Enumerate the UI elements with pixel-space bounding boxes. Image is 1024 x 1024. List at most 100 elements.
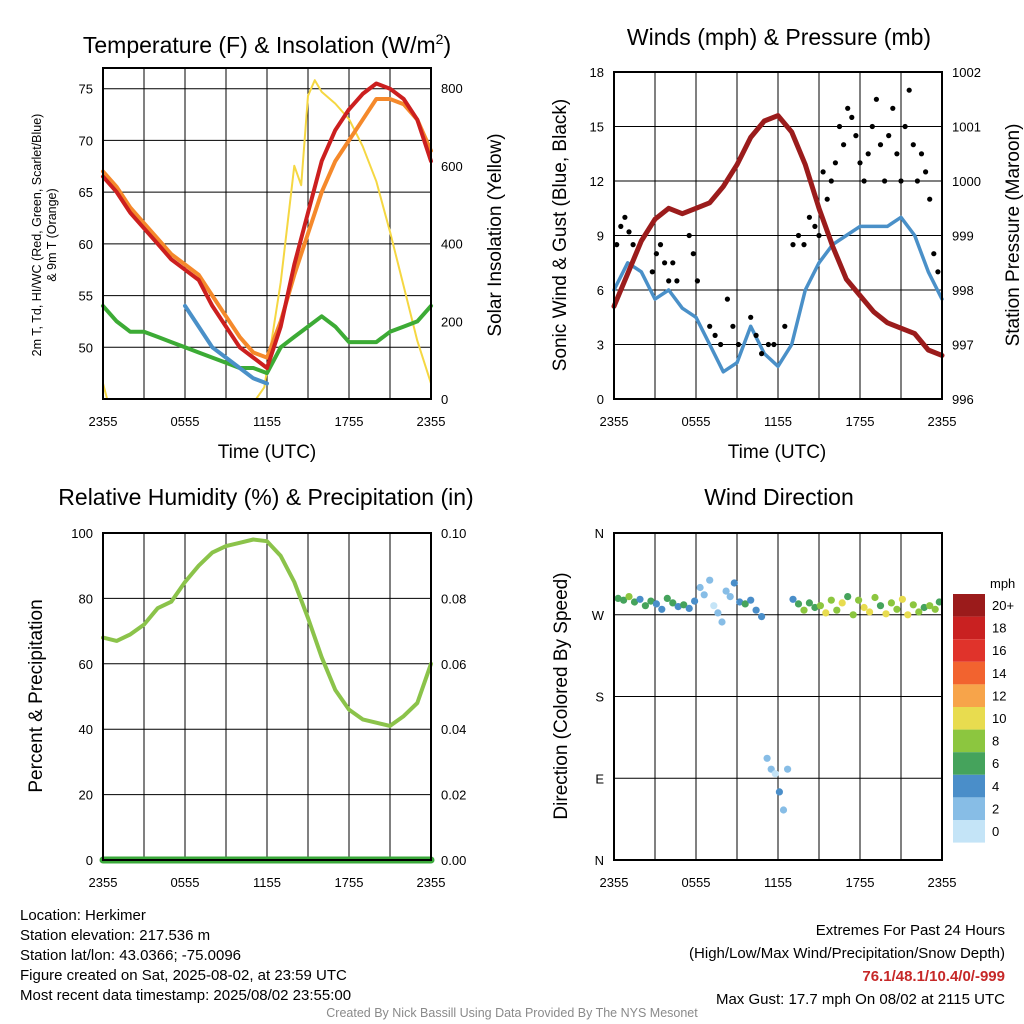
- direction-point: [882, 610, 890, 618]
- direction-point: [706, 576, 714, 584]
- figure-created: Figure created on Sat, 2025-08-02, at 23…: [20, 967, 347, 984]
- winds-y2tick-label: 1002: [952, 65, 981, 80]
- legend-swatch: [953, 661, 985, 685]
- gust-point: [712, 332, 718, 338]
- extremes-title: Extremes For Past 24 Hours: [815, 922, 1005, 939]
- gust-point: [806, 214, 813, 220]
- direction-point: [920, 603, 928, 612]
- gust-point: [812, 223, 818, 229]
- legend-swatch: [953, 752, 985, 775]
- gust-point: [873, 96, 880, 102]
- temperature-ytick-label: 55: [79, 289, 93, 304]
- legend-swatch: [953, 820, 985, 843]
- gust-point: [824, 196, 830, 202]
- legend-label: 16: [992, 643, 1006, 658]
- direction-point: [663, 594, 671, 603]
- gust-point: [906, 87, 912, 93]
- direction-point: [779, 806, 788, 814]
- wind-direction-xtick-label: 2355: [600, 875, 629, 890]
- station-elevation: Station elevation: 217.536 m: [20, 927, 211, 944]
- red-temp-line: [101, 81, 433, 370]
- humidity-xtick-label: 2355: [89, 875, 118, 890]
- temperature-xtick-label: 2355: [417, 414, 446, 429]
- direction-point: [794, 600, 803, 608]
- extremes-box: Extremes For Past 24 Hours (High/Low/Max…: [689, 919, 1005, 1011]
- gust-point: [931, 251, 937, 257]
- gust-point: [765, 341, 772, 348]
- direction-point: [871, 593, 879, 602]
- direction-point: [827, 596, 835, 604]
- winds-xtick-label: 2355: [928, 414, 957, 429]
- gust-point: [614, 242, 620, 248]
- temperature-ylabel-line2: & 9m T (Orange): [45, 188, 59, 281]
- winds-y2tick-label: 997: [952, 338, 974, 353]
- temperature-y2tick-label: 600: [441, 159, 463, 174]
- legend-swatch: [953, 729, 985, 753]
- extremes-values: 76.1/48.1/10.4/0/-999: [862, 968, 1005, 985]
- winds-ylabel-right: Station Pressure (Maroon): [1003, 124, 1024, 347]
- temperature-panel: Temperature (F) & Insolation (W/m2) Time…: [30, 31, 506, 463]
- orange-temp-line: [101, 97, 433, 360]
- direction-point: [647, 597, 655, 605]
- gust-point: [832, 160, 839, 166]
- gust-point: [753, 332, 759, 338]
- direction-point: [614, 594, 622, 603]
- winds-ylabel: Sonic Wind & Gust (Blue, Black): [550, 99, 571, 371]
- legend-label: 0: [992, 824, 999, 839]
- temperature-ytick-label: 65: [79, 185, 93, 200]
- direction-point: [722, 587, 730, 595]
- temperature-ytick-label: 50: [79, 340, 93, 355]
- temperature-y2tick-label: 0: [441, 392, 448, 407]
- direction-point: [691, 597, 699, 605]
- gust-point: [618, 223, 624, 229]
- legend-label: 20+: [992, 598, 1014, 613]
- winds-ytick-label: 18: [590, 65, 604, 80]
- gust-point: [707, 323, 713, 329]
- wind-direction-ytick-label: E: [595, 771, 604, 786]
- direction-point: [931, 605, 939, 613]
- humidity-title: Relative Humidity (%) & Precipitation (i…: [58, 484, 473, 510]
- direction-point: [730, 579, 738, 587]
- direction-point: [625, 593, 633, 601]
- gust-point: [857, 160, 863, 166]
- legend-title: mph: [990, 576, 1015, 591]
- legend-label: 6: [992, 756, 999, 771]
- direction-point: [904, 611, 912, 619]
- gust-point: [690, 251, 696, 257]
- winds-xtick-label: 2355: [600, 414, 629, 429]
- wind-direction-ytick-label: N: [595, 526, 604, 541]
- sonic-wind-line: [612, 215, 944, 374]
- legend-swatch: [953, 797, 985, 820]
- temperature-ytick-label: 75: [79, 82, 93, 97]
- direction-point: [833, 606, 841, 614]
- temperature-ylabel-line1: 2m T, Td, HI/WC (Red, Green, Scarlet/Blu…: [30, 114, 44, 357]
- direction-point: [811, 603, 819, 612]
- gust-point: [735, 341, 742, 348]
- gust-point: [882, 178, 888, 184]
- humidity-y2tick-label: 0.02: [441, 788, 466, 803]
- winds-xlabel: Time (UTC): [728, 442, 827, 463]
- gust-point: [759, 351, 765, 357]
- humidity-xtick-label: 2355: [417, 875, 446, 890]
- direction-point: [866, 608, 874, 616]
- winds-xtick-label: 0555: [682, 414, 711, 429]
- direction-point: [736, 598, 744, 606]
- gust-point: [630, 242, 636, 248]
- direction-point: [680, 601, 688, 609]
- direction-point: [771, 770, 779, 778]
- direction-point: [669, 599, 677, 607]
- humidity-ytick-label: 60: [79, 657, 93, 672]
- gust-point: [782, 323, 788, 329]
- winds-ytick-label: 15: [590, 120, 604, 135]
- legend-label: 4: [992, 779, 999, 794]
- wind-direction-ylabel: Direction (Colored By Speed): [551, 572, 572, 819]
- gust-point: [828, 178, 834, 184]
- winds-y2tick-label: 996: [952, 392, 974, 407]
- gust-point: [653, 251, 660, 257]
- humidity-xtick-label: 1155: [253, 875, 281, 890]
- winds-xtick-label: 1155: [764, 414, 792, 429]
- direction-point: [714, 609, 722, 617]
- extremes-subtitle: (High/Low/Max Wind/Precipitation/Snow De…: [689, 945, 1005, 962]
- winds-ytick-label: 12: [590, 174, 604, 189]
